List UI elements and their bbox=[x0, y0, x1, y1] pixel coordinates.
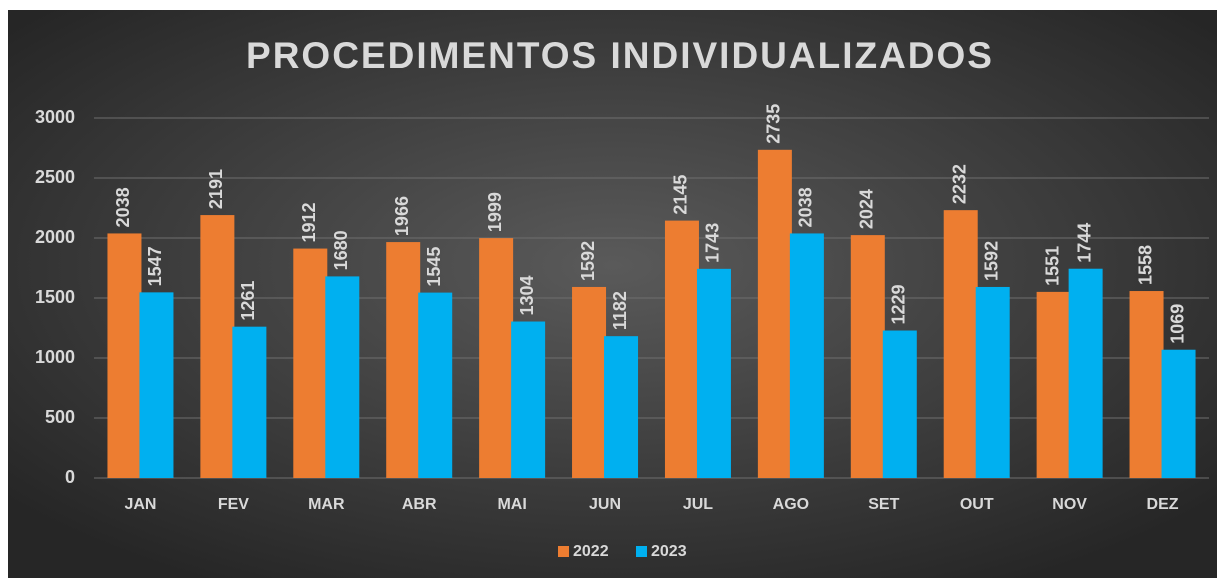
data-label: 2232 bbox=[949, 164, 969, 204]
bar bbox=[325, 276, 360, 478]
legend-label: 2023 bbox=[651, 543, 687, 560]
data-label: 2735 bbox=[764, 104, 784, 144]
data-label: 1999 bbox=[485, 192, 505, 232]
bar bbox=[107, 233, 142, 478]
y-tick-label: 2500 bbox=[35, 167, 75, 187]
bar bbox=[511, 321, 546, 478]
data-label: 1551 bbox=[1042, 246, 1062, 286]
bar bbox=[1036, 291, 1071, 478]
data-label: 1545 bbox=[424, 247, 444, 287]
data-label: 2038 bbox=[113, 187, 133, 227]
x-tick-label: JUN bbox=[589, 496, 621, 513]
y-tick-label: 2000 bbox=[35, 227, 75, 247]
bar bbox=[386, 242, 421, 478]
data-label: 1912 bbox=[299, 203, 319, 243]
y-tick-label: 0 bbox=[65, 467, 75, 487]
bar bbox=[850, 235, 885, 478]
data-label: 1744 bbox=[1074, 223, 1094, 263]
y-tick-label: 1000 bbox=[35, 347, 75, 367]
bar bbox=[232, 326, 267, 478]
bar bbox=[1068, 268, 1103, 478]
legend-swatch bbox=[636, 546, 647, 557]
data-label: 1229 bbox=[889, 284, 909, 324]
bar bbox=[789, 233, 824, 478]
bar bbox=[572, 286, 607, 478]
data-label: 2145 bbox=[671, 175, 691, 215]
bar bbox=[479, 238, 514, 478]
data-label: 1743 bbox=[703, 223, 723, 263]
bar bbox=[943, 210, 978, 478]
x-tick-label: MAR bbox=[308, 496, 345, 513]
bar bbox=[882, 330, 917, 478]
bar bbox=[200, 215, 235, 478]
data-label: 1592 bbox=[981, 241, 1001, 281]
x-tick-label: SET bbox=[868, 496, 899, 513]
data-label: 2191 bbox=[206, 169, 226, 209]
bar bbox=[1161, 349, 1196, 478]
bar bbox=[757, 149, 792, 479]
data-label: 1680 bbox=[331, 230, 351, 270]
legend-swatch bbox=[558, 546, 569, 557]
x-tick-label: DEZ bbox=[1147, 496, 1179, 513]
legend-label: 2022 bbox=[573, 543, 609, 560]
y-tick-label: 3000 bbox=[35, 107, 75, 127]
data-label: 1261 bbox=[238, 281, 258, 321]
data-label: 1592 bbox=[578, 241, 598, 281]
x-tick-label: JAN bbox=[124, 496, 156, 513]
bar bbox=[293, 248, 328, 478]
data-label: 1069 bbox=[1167, 304, 1187, 344]
x-tick-label: ABR bbox=[402, 496, 437, 513]
data-label: 2038 bbox=[796, 187, 816, 227]
bar bbox=[664, 220, 699, 478]
x-tick-label: AGO bbox=[773, 496, 809, 513]
data-label: 1966 bbox=[392, 196, 412, 236]
data-label: 1558 bbox=[1135, 245, 1155, 285]
x-tick-label: MAI bbox=[497, 496, 526, 513]
bar bbox=[975, 286, 1010, 478]
y-tick-label: 500 bbox=[45, 407, 75, 427]
data-label: 1304 bbox=[517, 275, 537, 315]
x-tick-label: OUT bbox=[960, 496, 994, 513]
chart-title: PROCEDIMENTOS INDIVIDUALIZADOS bbox=[246, 35, 994, 76]
y-tick-label: 1500 bbox=[35, 287, 75, 307]
data-label: 1547 bbox=[145, 246, 165, 286]
bar bbox=[604, 336, 639, 478]
x-tick-label: JUL bbox=[683, 496, 713, 513]
data-label: 2024 bbox=[857, 189, 877, 229]
x-tick-label: FEV bbox=[218, 496, 249, 513]
data-label: 1182 bbox=[610, 291, 630, 330]
bar bbox=[418, 292, 453, 478]
bar bbox=[696, 268, 731, 478]
bar bbox=[139, 292, 174, 478]
x-tick-label: NOV bbox=[1052, 496, 1087, 513]
bar bbox=[1129, 291, 1164, 478]
